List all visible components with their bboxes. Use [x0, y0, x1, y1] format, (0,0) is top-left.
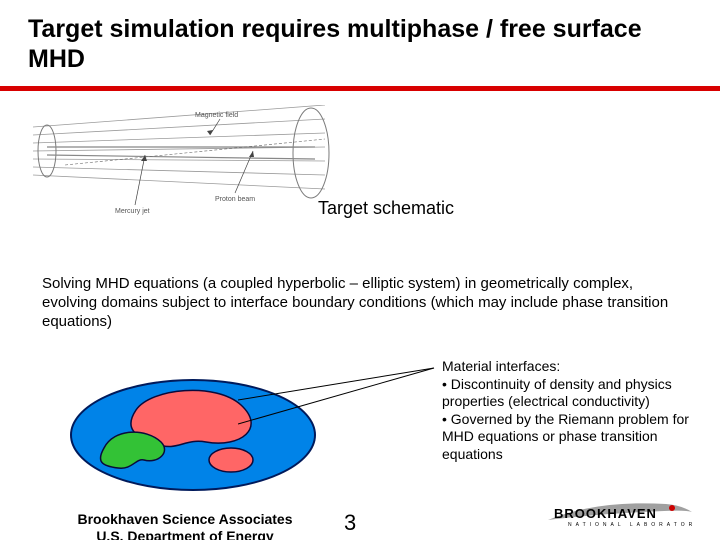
mercury-jet-label: Mercury jet [115, 208, 150, 215]
logo-text-sub: NATIONAL LABORATORY [568, 522, 696, 528]
target-schematic-figure: Magnetic field Proton beam Mercury jet [25, 105, 335, 225]
material-interface-notes: Material interfaces: • Discontinuity of … [442, 358, 704, 463]
brookhaven-logo: BROOKHAVEN NATIONAL LABORATORY [546, 498, 696, 528]
bullets-item-1: • Discontinuity of density and physics p… [442, 376, 704, 411]
title-underline [0, 86, 720, 91]
bullets-heading: Material interfaces: [442, 358, 704, 376]
footer-org-line2: U.S. Department of Energy [70, 528, 300, 540]
proton-beam-label: Proton beam [215, 196, 255, 203]
bullets-item-2: • Governed by the Riemann problem for MH… [442, 411, 704, 464]
magnetic-field-label: Magnetic field [195, 112, 238, 119]
logo-text-main: BROOKHAVEN [554, 506, 657, 521]
schematic-caption: Target schematic [318, 198, 454, 219]
page-number: 3 [344, 510, 356, 536]
body-paragraph: Solving MHD equations (a coupled hyperbo… [42, 275, 672, 331]
callout-lines [238, 362, 468, 432]
footer-organization: Brookhaven Science Associates U.S. Depar… [70, 511, 300, 540]
slide-title: Target simulation requires multiphase / … [28, 14, 668, 74]
footer-org-line1: Brookhaven Science Associates [70, 511, 300, 528]
